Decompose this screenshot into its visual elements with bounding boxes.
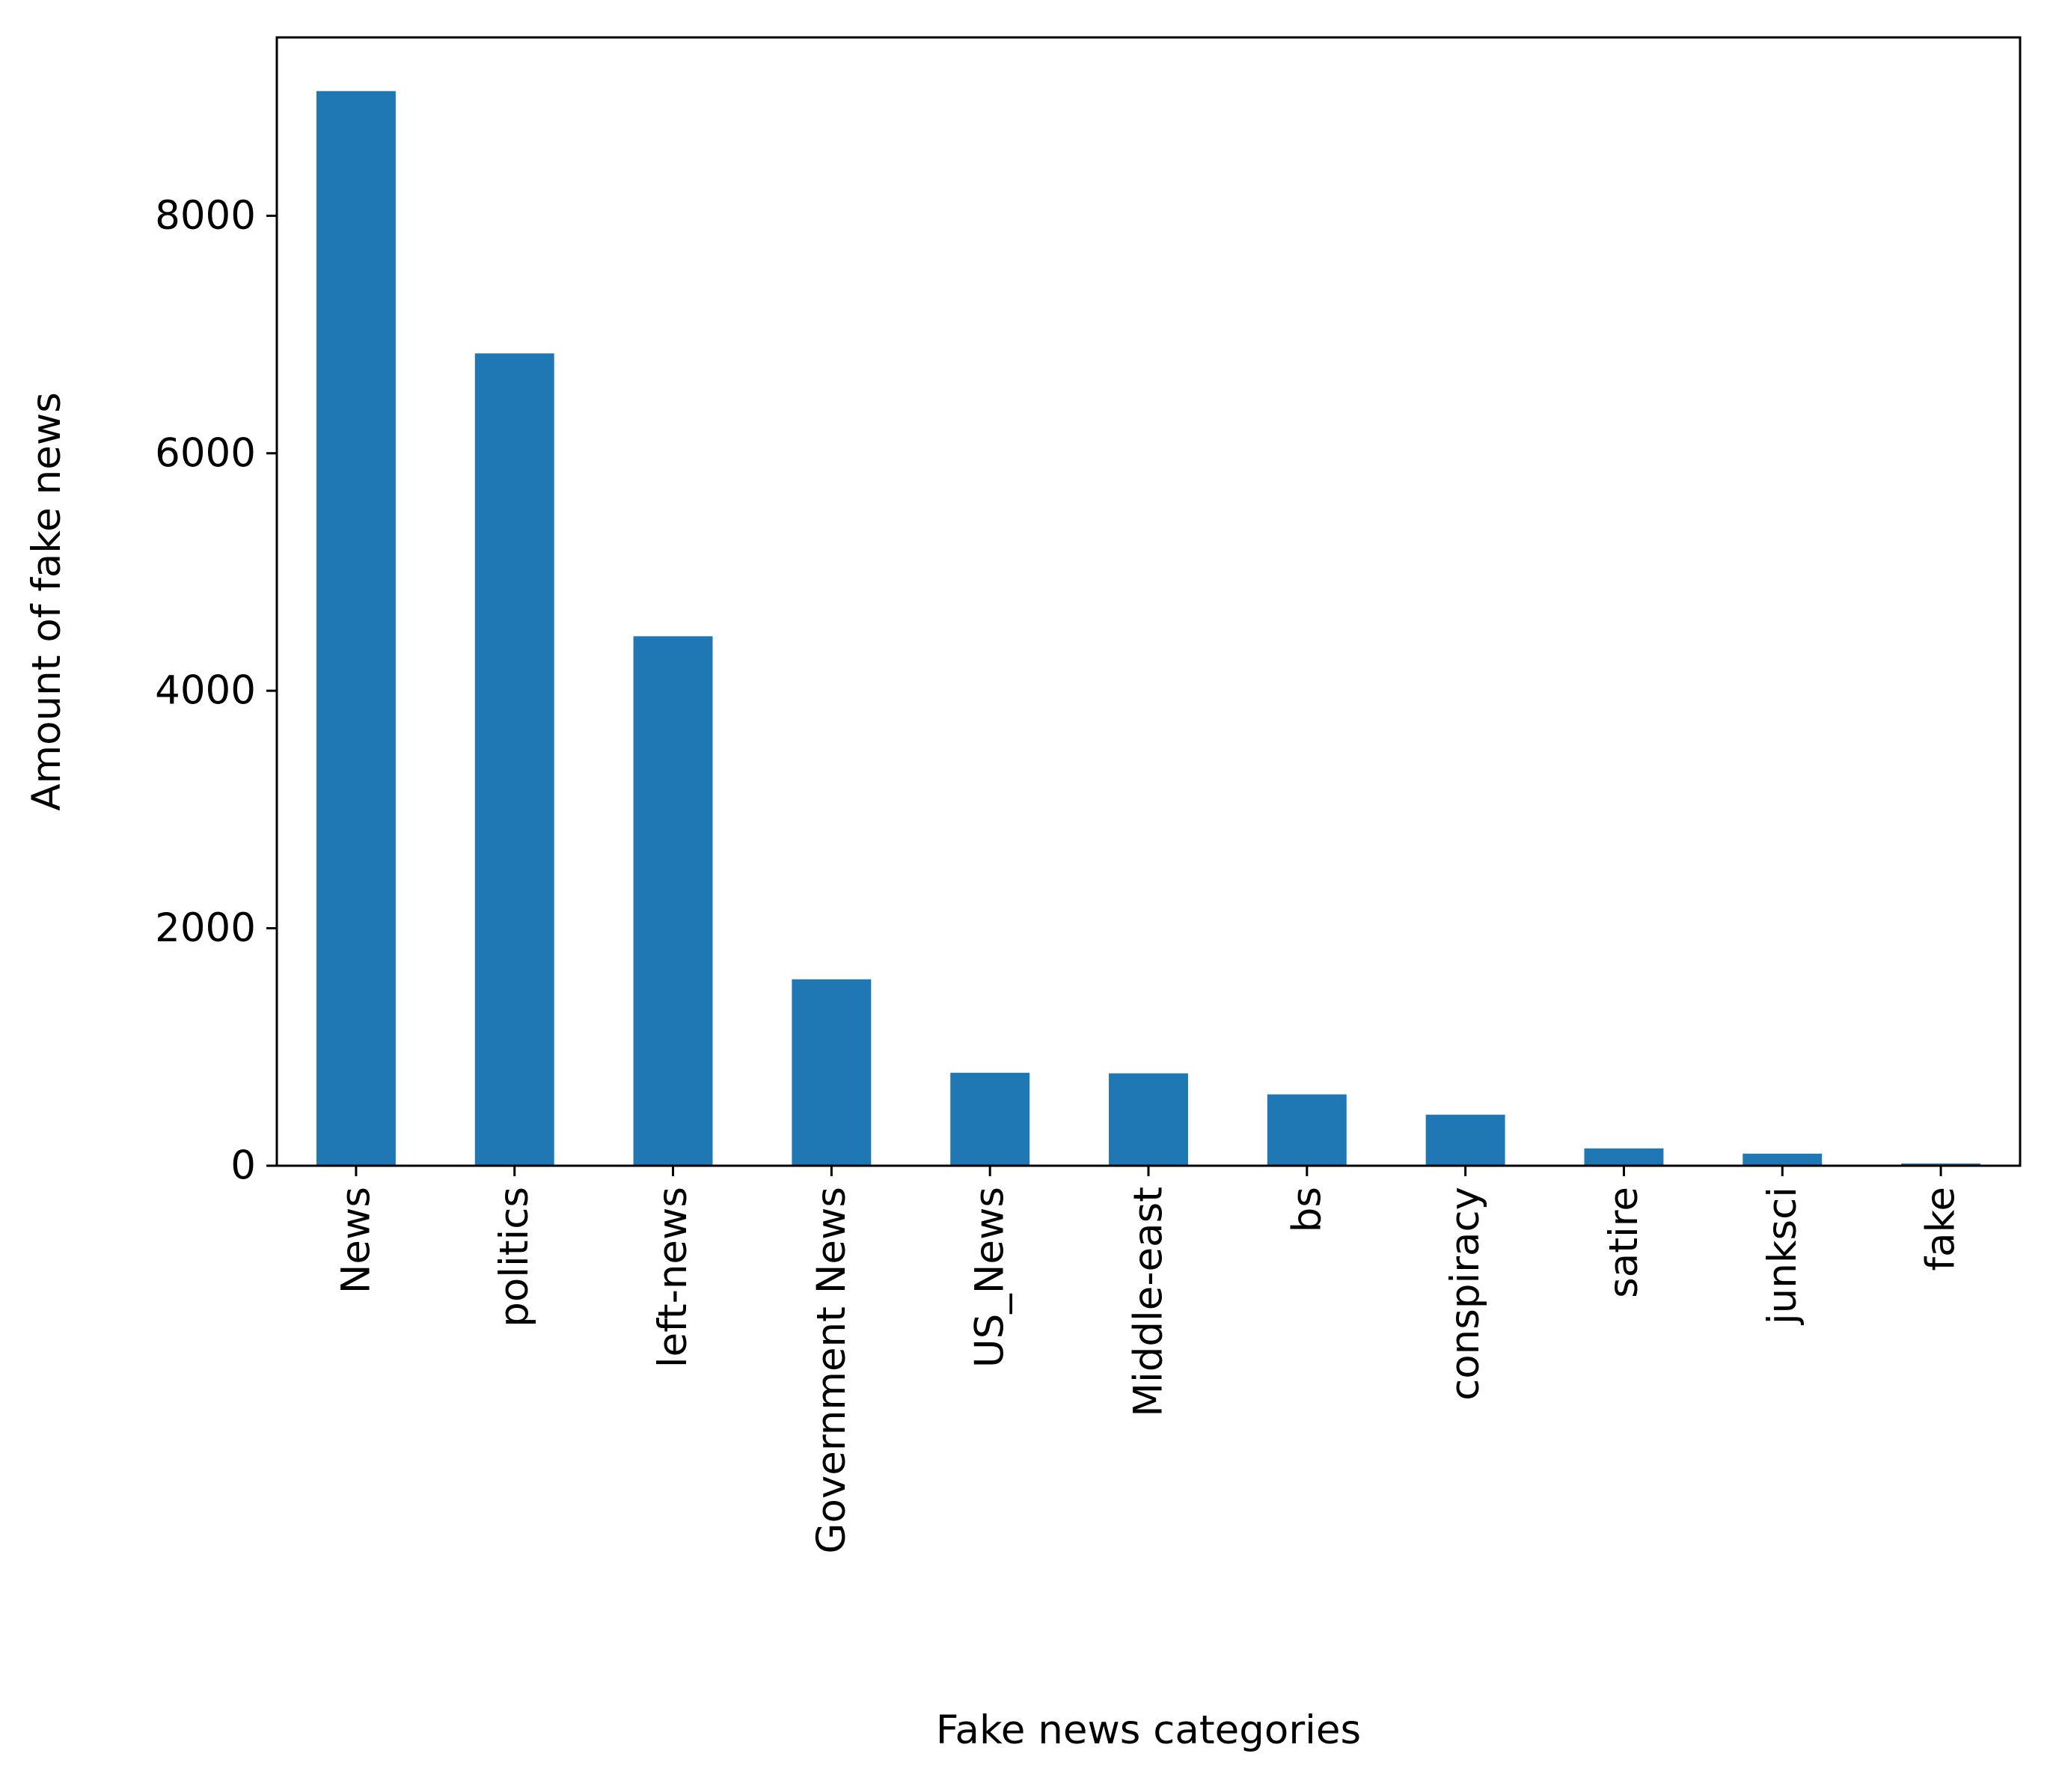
- bar-news: [316, 91, 396, 1166]
- x-tick-label: left-news: [650, 1187, 696, 1368]
- bar-junksci: [1743, 1153, 1823, 1166]
- y-tick-label: 0: [230, 1143, 256, 1189]
- bar-fake: [1901, 1163, 1981, 1166]
- y-tick-label: 4000: [155, 668, 256, 714]
- bar-conspiracy: [1425, 1114, 1505, 1166]
- x-tick-label: Middle-east: [1126, 1187, 1172, 1417]
- plot-frame: [275, 36, 2022, 1167]
- y-axis-ticks: 0 2000 4000 6000 8000: [155, 193, 277, 1189]
- x-tick-label: politics: [492, 1187, 537, 1327]
- y-tick-label: 2000: [155, 905, 256, 951]
- bar-satire: [1584, 1148, 1664, 1166]
- x-tick-label: junksci: [1760, 1187, 1805, 1325]
- y-tick-label: 6000: [155, 430, 256, 476]
- x-tick-label: fake: [1918, 1187, 1964, 1271]
- x-tick-label: bs: [1284, 1187, 1330, 1232]
- bar-us-news: [950, 1072, 1030, 1166]
- x-tick-label: Government News: [809, 1187, 854, 1554]
- bar-middle-east: [1109, 1073, 1188, 1166]
- bar-bs: [1267, 1094, 1347, 1166]
- x-tick-label: News: [333, 1187, 379, 1294]
- x-axis-label: Fake news categories: [936, 1707, 1361, 1753]
- y-axis-label: Amount of fake news: [24, 392, 70, 811]
- y-tick-label: 8000: [155, 193, 256, 239]
- x-tick-label: conspiracy: [1442, 1187, 1488, 1401]
- x-tick-label: US_News: [967, 1187, 1013, 1368]
- x-axis-ticks: News politics left-news Government News US_N…: [333, 1166, 1964, 1554]
- bar-politics: [474, 353, 554, 1166]
- x-tick-label: satire: [1601, 1187, 1647, 1298]
- bar-government-news: [792, 979, 872, 1166]
- bars-group: [316, 91, 1981, 1166]
- bar-left-news: [633, 636, 713, 1166]
